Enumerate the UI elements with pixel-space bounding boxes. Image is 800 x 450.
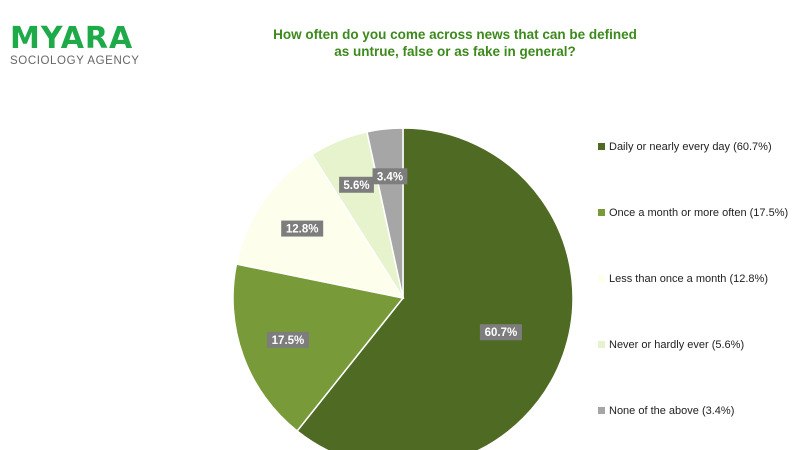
legend-label-3: Less than once a month (12.8%) — [609, 273, 768, 285]
legend-swatch-5 — [598, 407, 605, 414]
brand-tagline: SOCIOLOGY AGENCY — [10, 55, 140, 67]
brand-logo: MYARA SOCIOLOGY AGENCY — [10, 21, 140, 68]
data-label-text-3: 12.8% — [286, 224, 319, 236]
data-label-text-5: 3.4% — [377, 171, 403, 183]
legend-label-4: Never or hardly ever (5.6%) — [609, 339, 745, 351]
pie-slice-1 — [296, 127, 574, 450]
data-label-box-3 — [281, 220, 324, 237]
data-label-text-2: 17.5% — [272, 335, 305, 347]
data-label-5: 3.4% — [372, 168, 408, 185]
data-label-box-4 — [339, 176, 374, 193]
brand-name: MYARA — [10, 21, 134, 56]
legend-swatch-2 — [598, 209, 605, 216]
data-label-4: 5.6% — [339, 176, 374, 193]
data-label-2: 17.5% — [266, 331, 309, 348]
data-label-text-4: 5.6% — [343, 180, 369, 192]
pie-slice-2 — [232, 263, 405, 433]
data-label-box-2 — [266, 331, 309, 348]
legend-label-2: Once a month or more often (17.5%) — [609, 207, 789, 219]
data-label-text-1: 60.7% — [485, 327, 518, 339]
data-label-box-5 — [372, 168, 408, 185]
chart-title-line-2: as untrue, false or as fake in general? — [334, 44, 576, 59]
legend-label-5: None of the above (3.4%) — [609, 405, 735, 417]
chart-title-line-1: How often do you come across news that c… — [273, 27, 637, 42]
legend-swatch-1 — [598, 143, 605, 150]
legend-swatch-4 — [598, 341, 605, 348]
chart-title: How often do you come across news that c… — [235, 26, 675, 60]
legend-swatch-3 — [598, 275, 605, 282]
legend-label-1: Daily or nearly every day (60.7%) — [609, 141, 772, 153]
data-label-box-1 — [479, 324, 522, 341]
data-label-3: 12.8% — [281, 220, 324, 237]
data-label-1: 60.7% — [479, 324, 522, 341]
